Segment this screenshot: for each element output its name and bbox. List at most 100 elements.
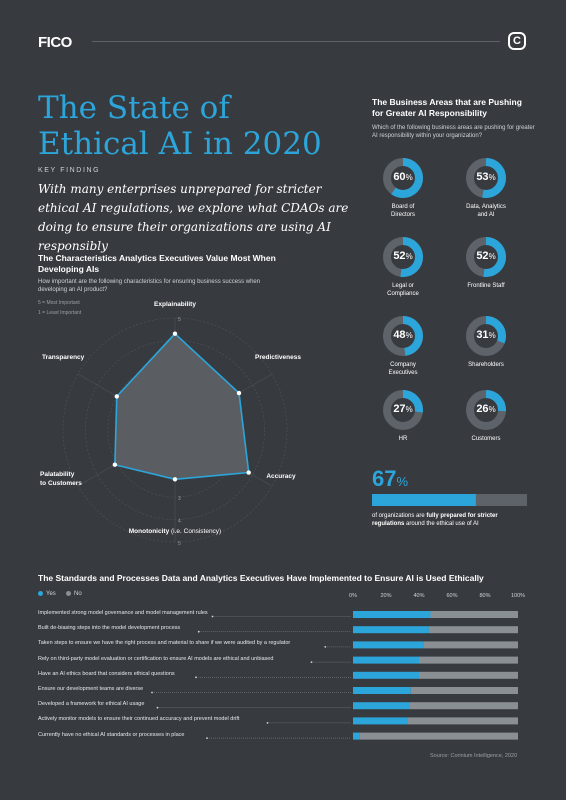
donut-chart (466, 237, 506, 277)
bar-yes (353, 717, 408, 725)
bar-leader-dot (151, 691, 153, 694)
donut-value-arc (383, 316, 423, 356)
bar-tick-label: 100% (511, 593, 525, 599)
bar-tick-label: 0% (349, 593, 357, 599)
donut-percent: 31% (476, 329, 496, 341)
bar-category-label: Have an AI ethics board that considers e… (38, 670, 175, 677)
bar-yes (353, 732, 360, 740)
fico-logo: FICO (38, 34, 72, 51)
donut-category-label: Frontline Staff (467, 283, 505, 289)
radar-tick-down: 4 (178, 519, 181, 525)
bar-no (419, 671, 518, 679)
donut-chart (466, 316, 506, 356)
radar-tick-down: 3 (178, 496, 181, 502)
donut-value-arc (466, 237, 506, 277)
donut-category-label: Customers (471, 436, 501, 442)
legend-yes-swatch (38, 591, 43, 596)
donut-chart (383, 390, 423, 430)
bar-leader-dot (266, 722, 269, 724)
bar-tick-labels: 0% 20% 40% 60% 80% 100% (349, 593, 525, 599)
bar-category-label: Rely on third-party model evaluation or … (38, 655, 274, 662)
radar-axis-accuracy: Accuracy (266, 473, 296, 480)
bar-category-label: Built de-biasing steps into the model de… (38, 625, 181, 632)
bar-category-label: Ensure our development teams are diverse (38, 686, 144, 692)
donut-percent: 26% (476, 403, 496, 415)
donut-chart (383, 316, 423, 356)
radar-title: The Characteristics Analytics Executives… (38, 253, 276, 274)
bar-yes (353, 656, 419, 664)
donut-value-arc (383, 237, 423, 277)
bar-no (359, 732, 518, 740)
bar-leader-dot (324, 646, 327, 648)
bar-tick-label: 20% (380, 593, 391, 599)
corinium-logo: C (508, 32, 526, 50)
bar-no (410, 687, 518, 694)
bar-yes (353, 611, 431, 618)
radar-point (112, 462, 118, 467)
bar-yes (353, 626, 429, 634)
bar-tick-label: 80% (479, 593, 490, 599)
donut-value-arc (466, 316, 506, 356)
bar-yes (353, 702, 410, 710)
key-finding-label: KEY FINDING (38, 167, 101, 174)
page-title: The State of Ethical AI in 2020 (38, 90, 322, 162)
donut-chart (383, 158, 423, 198)
prepared-bar-fill (372, 494, 476, 506)
donut-value-arc (383, 158, 423, 198)
radar-data-points (112, 331, 251, 482)
donut-category-label: Company Executives (388, 362, 418, 376)
radar-tick-up: 5 (178, 317, 181, 323)
bar-no (430, 611, 518, 618)
radar-grid-ring (62, 317, 288, 543)
donut-chart (466, 390, 506, 430)
bar-yes (353, 687, 411, 694)
prepared-text: of organizations are fully prepared for … (372, 513, 498, 527)
donut-chart (383, 237, 423, 277)
donut-percent: 53% (476, 171, 496, 183)
bar-no (419, 656, 518, 664)
bar-category-label: Actively monitor models to ensure their … (38, 716, 240, 723)
bar-category-label: Developed a framework for ethical AI usa… (38, 701, 145, 708)
donuts-subtitle: Which of the following business areas ar… (372, 125, 535, 139)
bar-yes (353, 671, 419, 679)
radar-subtitle: How important are the following characte… (38, 279, 261, 293)
radar-axis-palatability: Palatability to Customers (40, 471, 82, 487)
radar-point (246, 470, 251, 475)
bar-no (409, 702, 518, 710)
source-note: Source: Corinium Intelligence, 2020 (430, 753, 518, 759)
radar-legend-least: 1 = Least Important (38, 310, 82, 316)
bar-no (423, 641, 518, 649)
donut-percent: 48% (393, 329, 413, 341)
bar-leader-dot (195, 676, 197, 679)
bar-tick-label: 40% (413, 593, 424, 599)
radar-legend-most: 5 = Most Important (38, 300, 80, 306)
donut-category-label: Board of Directors (390, 204, 415, 218)
legend-no: No (66, 591, 82, 597)
radar-axis-monotonicity: Monotonicity (i.e. Consistency) (129, 528, 221, 535)
donut-category-label: Data, Analytics and AI (466, 204, 506, 218)
radar-data-shape (114, 332, 250, 481)
donuts-title: The Business Areas that are Pushing for … (372, 97, 522, 118)
prepared-stat: 67% (372, 466, 409, 491)
bar-category-label: Taken steps to ensure we have the right … (38, 640, 291, 647)
radar-axis-explainability: Explainability (154, 301, 196, 308)
bar-category-label: Implemented strong model governance and … (38, 610, 208, 616)
donut-value-arc (383, 390, 423, 430)
bar-marks (353, 611, 518, 740)
donut-value-arc (466, 390, 506, 430)
radar-point (172, 477, 178, 482)
donut-value-arc (466, 158, 506, 198)
bar-chart: 0% 20% 40% 60% 80% 100% (151, 593, 525, 740)
radar-point (114, 394, 120, 399)
legend-yes: Yes (38, 591, 56, 597)
radar-chart: 1122334455 Explainability Predictiveness… (40, 301, 301, 545)
donut-percent: 27% (393, 403, 413, 415)
radar-tick-down: 5 (178, 541, 181, 545)
bar-no (407, 717, 518, 725)
bar-tick-label: 60% (446, 593, 457, 599)
donut-percent: 52% (393, 250, 413, 262)
prepared-bar (372, 494, 527, 506)
donut-percent: 60% (393, 171, 413, 183)
radar-point (236, 390, 242, 396)
radar-point (172, 331, 178, 336)
